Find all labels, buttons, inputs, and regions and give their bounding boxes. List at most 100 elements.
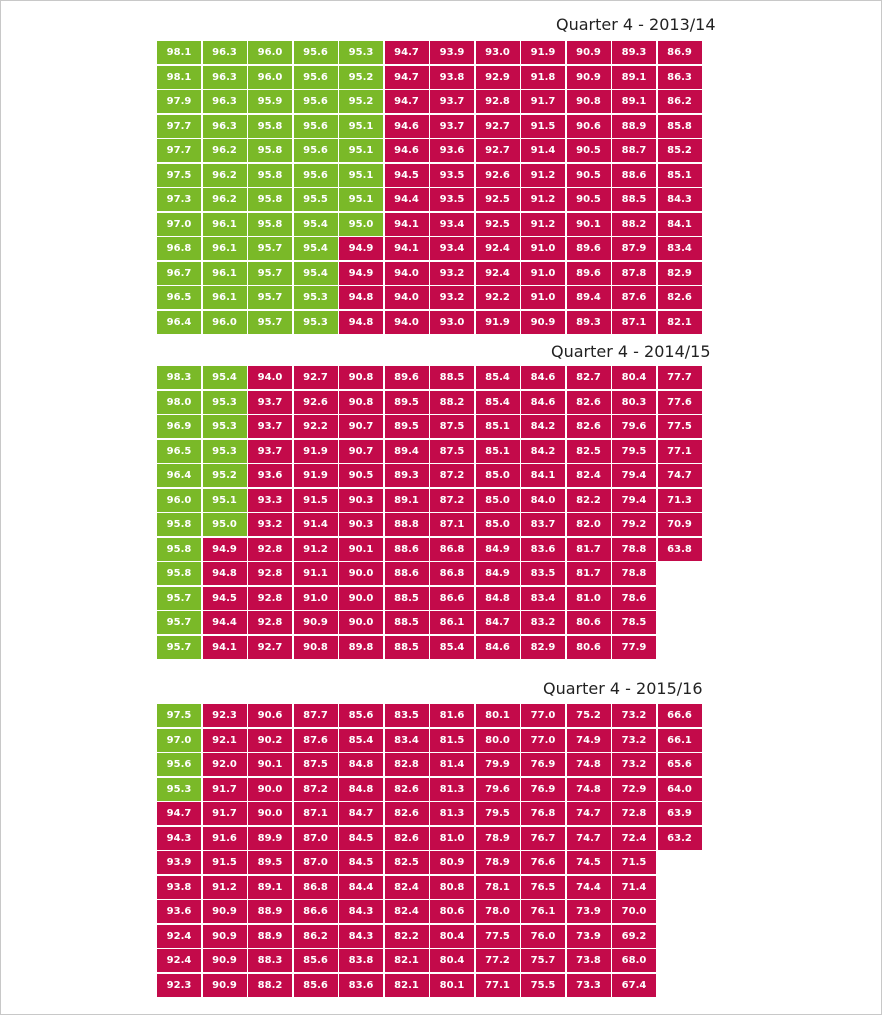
table-cell: 73.9 (566, 900, 611, 923)
table-cell: 84.6 (521, 390, 565, 414)
table-cell: 93.7 (248, 390, 292, 414)
table-cell: 84.9 (475, 537, 520, 561)
table-cell: 82.5 (384, 851, 429, 874)
table-cell: 87.2 (430, 464, 474, 487)
table-cell: 87.9 (612, 237, 656, 260)
table-cell: 88.9 (248, 900, 292, 923)
table-cell: 70.9 (657, 513, 702, 536)
table-cell: 92.3 (157, 973, 201, 997)
table-cell: 84.2 (521, 415, 565, 438)
table-cell: 95.1 (339, 139, 383, 162)
table-cell: 72.8 (612, 802, 656, 825)
table-cell: 90.8 (293, 635, 338, 659)
table-cell: 82.6 (384, 826, 429, 850)
table-cell: 95.6 (293, 41, 338, 64)
table-cell: 90.9 (202, 949, 247, 972)
table-cell: 95.9 (248, 90, 292, 113)
table-cell: 91.0 (521, 261, 565, 285)
table-cell: 82.7 (566, 366, 611, 389)
table-cell: 97.5 (157, 704, 201, 727)
table-cell: 87.1 (612, 310, 656, 334)
table-cell: 92.3 (202, 704, 247, 727)
table-cell: 83.4 (521, 586, 565, 610)
table-cell: 96.1 (202, 286, 247, 309)
table-cell: 95.7 (157, 586, 201, 610)
table-cell: 83.2 (521, 611, 565, 634)
table-cell: 96.5 (157, 439, 201, 463)
table-cell: 95.4 (293, 237, 338, 260)
table-cell: 90.6 (566, 114, 611, 138)
table-cell: 95.5 (293, 188, 338, 211)
table-cell: 91.4 (521, 139, 565, 162)
table-cell: 87.5 (293, 753, 338, 776)
table-cell: 97.0 (157, 212, 201, 236)
table-cell: 98.0 (157, 390, 201, 414)
table-cell: 89.1 (612, 65, 656, 89)
table-cell: 74.9 (566, 728, 611, 752)
table-cell: 67.4 (612, 973, 656, 997)
table-cell: 92.7 (475, 114, 520, 138)
table-cell: 85.4 (475, 390, 520, 414)
table-cell: 88.5 (384, 611, 429, 634)
table-cell: 84.7 (475, 611, 520, 634)
table-cell: 96.1 (202, 261, 247, 285)
table-cell: 94.0 (248, 366, 292, 389)
table-cell: 95.6 (293, 163, 338, 187)
table-cell: 76.5 (521, 875, 565, 899)
table-cell: 95.6 (293, 114, 338, 138)
table-cell: 92.9 (475, 65, 520, 89)
table-cell: 84.6 (475, 635, 520, 659)
table-cell: 80.4 (430, 924, 474, 948)
table-cell: 94.0 (384, 310, 429, 334)
table-cell: 80.1 (430, 973, 474, 997)
table-cell: 88.7 (612, 139, 656, 162)
table-cell: 92.7 (293, 366, 338, 389)
table-cell: 76.9 (521, 777, 565, 801)
table-cell: 76.8 (521, 802, 565, 825)
table-cell: 95.7 (248, 286, 292, 309)
table-cell: 89.9 (248, 826, 292, 850)
table-cell: 82.9 (521, 635, 565, 659)
table-cell: 86.8 (430, 562, 474, 585)
table-cell: 92.5 (475, 212, 520, 236)
table-cell: 80.1 (475, 704, 520, 727)
table-cell: 69.2 (612, 924, 656, 948)
table-cell: 93.2 (248, 513, 292, 536)
table-cell: 91.8 (521, 65, 565, 89)
table-cell: 85.4 (475, 366, 520, 389)
table-cell: 84.3 (657, 188, 702, 211)
table-cell: 95.3 (202, 415, 247, 438)
table-cell: 96.2 (202, 139, 247, 162)
table-cell: 88.6 (384, 537, 429, 561)
table-cell: 98.1 (157, 65, 201, 89)
table-cell: 77.7 (657, 366, 702, 389)
table-cell: 97.3 (157, 188, 201, 211)
table-cell: 87.5 (430, 415, 474, 438)
table-cell: 84.4 (339, 875, 383, 899)
table-cell: 95.4 (293, 261, 338, 285)
table-cell: 89.1 (384, 488, 429, 512)
table-cell: 92.5 (475, 188, 520, 211)
table-cell: 73.2 (612, 753, 656, 776)
table-cell: 82.0 (566, 513, 611, 536)
table-cell: 74.7 (566, 802, 611, 825)
table-cell: 91.6 (202, 826, 247, 850)
table-cell: 83.4 (657, 237, 702, 260)
table-cell: 93.7 (248, 415, 292, 438)
table-cell: 79.5 (612, 439, 656, 463)
table-cell: 74.4 (566, 875, 611, 899)
table-cell: 94.9 (202, 537, 247, 561)
table-cell: 93.9 (430, 41, 474, 64)
table-cell: 90.5 (566, 139, 611, 162)
table-cell: 82.4 (384, 875, 429, 899)
table-cell: 93.4 (430, 237, 474, 260)
table-cell: 88.2 (248, 973, 292, 997)
table-cell: 76.1 (521, 900, 565, 923)
table-cell: 84.7 (339, 802, 383, 825)
table-cell: 88.2 (612, 212, 656, 236)
table-cell: 95.1 (339, 114, 383, 138)
table-cell: 81.4 (430, 753, 474, 776)
table-cell: 95.0 (339, 212, 383, 236)
table-cell: 91.2 (521, 212, 565, 236)
table-cell: 84.5 (339, 851, 383, 874)
